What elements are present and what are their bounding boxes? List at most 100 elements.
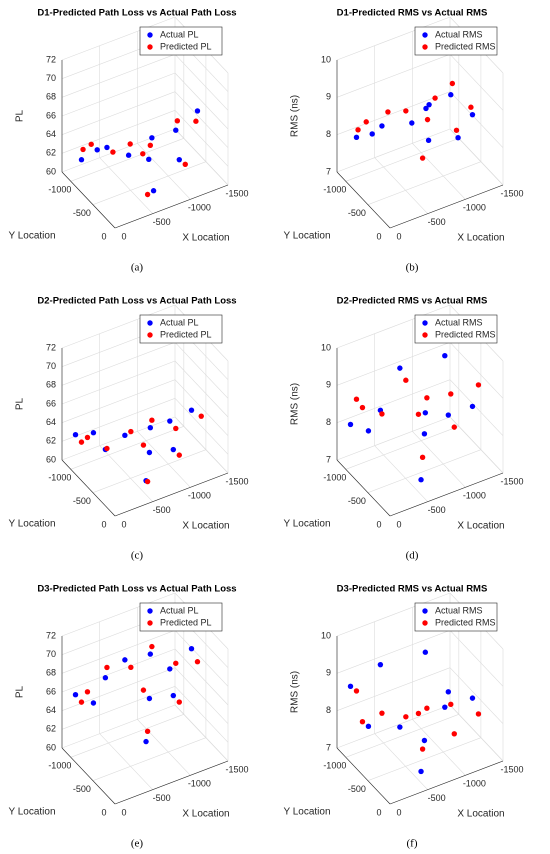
y-grid-line bbox=[367, 737, 482, 781]
z-tick-label: 9 bbox=[326, 668, 331, 678]
caption: (a) bbox=[131, 262, 144, 274]
data-point bbox=[347, 683, 354, 689]
z-tick-label: 68 bbox=[46, 668, 56, 678]
z-tick-label: 62 bbox=[46, 724, 56, 734]
data-point bbox=[418, 477, 424, 483]
data-point bbox=[144, 478, 151, 485]
legend-label: Predicted RMS bbox=[435, 617, 496, 627]
axis-line bbox=[61, 459, 116, 517]
z-tick-label: 7 bbox=[326, 454, 331, 464]
data-point bbox=[469, 695, 476, 701]
data-point bbox=[176, 452, 182, 458]
z-grid-line bbox=[61, 54, 176, 98]
x-grid-line bbox=[174, 128, 229, 186]
axis-line bbox=[389, 760, 504, 805]
y-tick-label: 0 bbox=[376, 519, 381, 529]
x-tick-label: -500 bbox=[153, 793, 171, 803]
z-grid-line bbox=[61, 128, 176, 173]
z-tick-label: 64 bbox=[46, 705, 56, 715]
z-tick-label: 8 bbox=[326, 129, 331, 139]
legend-marker bbox=[422, 332, 428, 338]
y-axis-label: Y Location bbox=[283, 231, 330, 242]
x-grid-line bbox=[99, 445, 153, 502]
z-grid-line bbox=[449, 379, 504, 436]
data-point bbox=[453, 127, 460, 133]
legend-box bbox=[139, 26, 223, 56]
caption: (b) bbox=[406, 262, 419, 274]
data-point bbox=[140, 151, 146, 157]
data-point bbox=[432, 95, 438, 101]
z-grid-line bbox=[336, 342, 451, 386]
chart-title: D2-Predicted RMS vs Actual RMS bbox=[337, 296, 488, 307]
data-point bbox=[379, 411, 385, 417]
chart-title: D1-Predicted Path Loss vs Actual Path Lo… bbox=[37, 8, 236, 19]
axis-line bbox=[336, 459, 391, 517]
data-point bbox=[174, 118, 181, 124]
z-grid-line bbox=[61, 704, 176, 749]
data-point bbox=[442, 704, 448, 710]
legend-marker bbox=[422, 608, 428, 614]
x-tick-label: 0 bbox=[121, 807, 126, 817]
z-grid-line bbox=[336, 416, 451, 461]
z-grid-line bbox=[61, 72, 176, 117]
data-point bbox=[144, 191, 151, 198]
data-point bbox=[194, 659, 201, 665]
z-tick-label: 66 bbox=[46, 398, 56, 408]
z-grid-line bbox=[61, 416, 176, 461]
z-tick-label: 9 bbox=[326, 92, 331, 102]
x-tick-label: -1500 bbox=[225, 476, 248, 486]
x-axis-label: X Location bbox=[457, 521, 504, 532]
y-tick-label: -1000 bbox=[48, 761, 71, 771]
z-axis-label: PL bbox=[15, 685, 26, 698]
z-grid-line bbox=[61, 648, 176, 693]
legend-label: Predicted PL bbox=[160, 617, 212, 627]
z-grid-line bbox=[336, 304, 451, 349]
z-grid-line bbox=[61, 398, 176, 442]
x-grid-line bbox=[449, 416, 504, 474]
z-grid-line bbox=[336, 704, 451, 749]
legend-label: Actual PL bbox=[160, 605, 199, 615]
data-point bbox=[143, 738, 149, 745]
x-axis-label: X Location bbox=[457, 809, 504, 820]
y-tick-label: -500 bbox=[348, 496, 366, 506]
y-grid-line bbox=[345, 426, 459, 470]
y-tick-label: -1000 bbox=[48, 473, 71, 483]
axis-line bbox=[114, 472, 229, 517]
z-grid-line bbox=[336, 54, 451, 98]
axis-line bbox=[114, 184, 229, 229]
y-axis-label: Y Location bbox=[283, 807, 330, 818]
y-axis-label: Y Location bbox=[8, 231, 55, 242]
z-tick-label: 60 bbox=[46, 166, 56, 176]
legend-label: Actual RMS bbox=[435, 29, 483, 39]
data-point bbox=[140, 442, 147, 448]
x-grid-line bbox=[412, 143, 466, 200]
legend-marker bbox=[147, 320, 153, 326]
caption: (e) bbox=[131, 838, 144, 850]
x-tick-label: -1000 bbox=[463, 779, 486, 789]
x-tick-label: 0 bbox=[396, 807, 401, 817]
x-grid-line bbox=[137, 143, 191, 200]
z-axis-label: PL bbox=[15, 109, 26, 122]
data-point bbox=[102, 675, 109, 681]
data-point bbox=[170, 446, 177, 453]
legend-label: Predicted RMS bbox=[435, 41, 496, 51]
z-tick-label: 66 bbox=[46, 110, 56, 120]
caption: (d) bbox=[406, 550, 419, 562]
data-point bbox=[424, 395, 430, 401]
data-point bbox=[78, 157, 85, 163]
legend-marker bbox=[147, 32, 153, 38]
data-point bbox=[449, 80, 456, 87]
z-tick-label: 9 bbox=[326, 380, 331, 390]
data-point bbox=[448, 701, 454, 708]
data-point bbox=[403, 714, 409, 720]
data-point bbox=[421, 737, 428, 744]
x-grid-line bbox=[137, 719, 191, 776]
z-tick-label: 10 bbox=[321, 630, 331, 640]
x-tick-label: -1000 bbox=[188, 779, 211, 789]
data-point bbox=[419, 746, 426, 752]
data-point bbox=[125, 152, 132, 158]
y-grid-line bbox=[92, 449, 207, 493]
data-point bbox=[365, 428, 372, 434]
z-tick-label: 66 bbox=[46, 686, 56, 696]
x-grid-line bbox=[412, 719, 466, 776]
